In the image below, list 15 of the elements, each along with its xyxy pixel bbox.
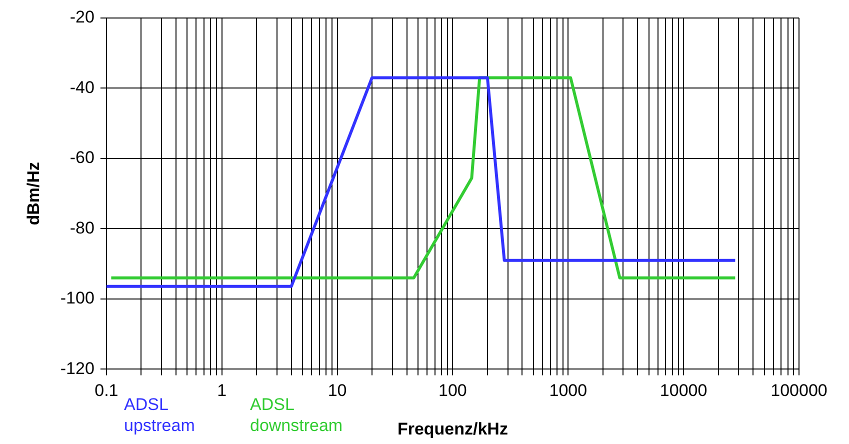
x-tick-label: 1 [217, 381, 227, 400]
text: ADSL upstream [124, 394, 196, 436]
y-tick-label: -80 [70, 218, 94, 238]
x-tick-label: 100 [438, 381, 467, 400]
x-tick-label: 100000 [770, 381, 828, 400]
y-tick-label: -20 [70, 8, 94, 27]
y-tick-label: -100 [60, 288, 94, 308]
x-tick-label: 0.1 [94, 381, 118, 400]
x-tick-label: 1000 [549, 381, 588, 400]
y-tick-label: -60 [70, 148, 94, 168]
y-tick-label: -40 [70, 78, 94, 97]
x-tick-label: 10000 [660, 381, 708, 400]
y-axis-title: dBm/Hz [24, 162, 43, 226]
y-tick-label: -120 [60, 358, 94, 378]
x-axis-title: Frequenz/kHz [397, 419, 508, 438]
